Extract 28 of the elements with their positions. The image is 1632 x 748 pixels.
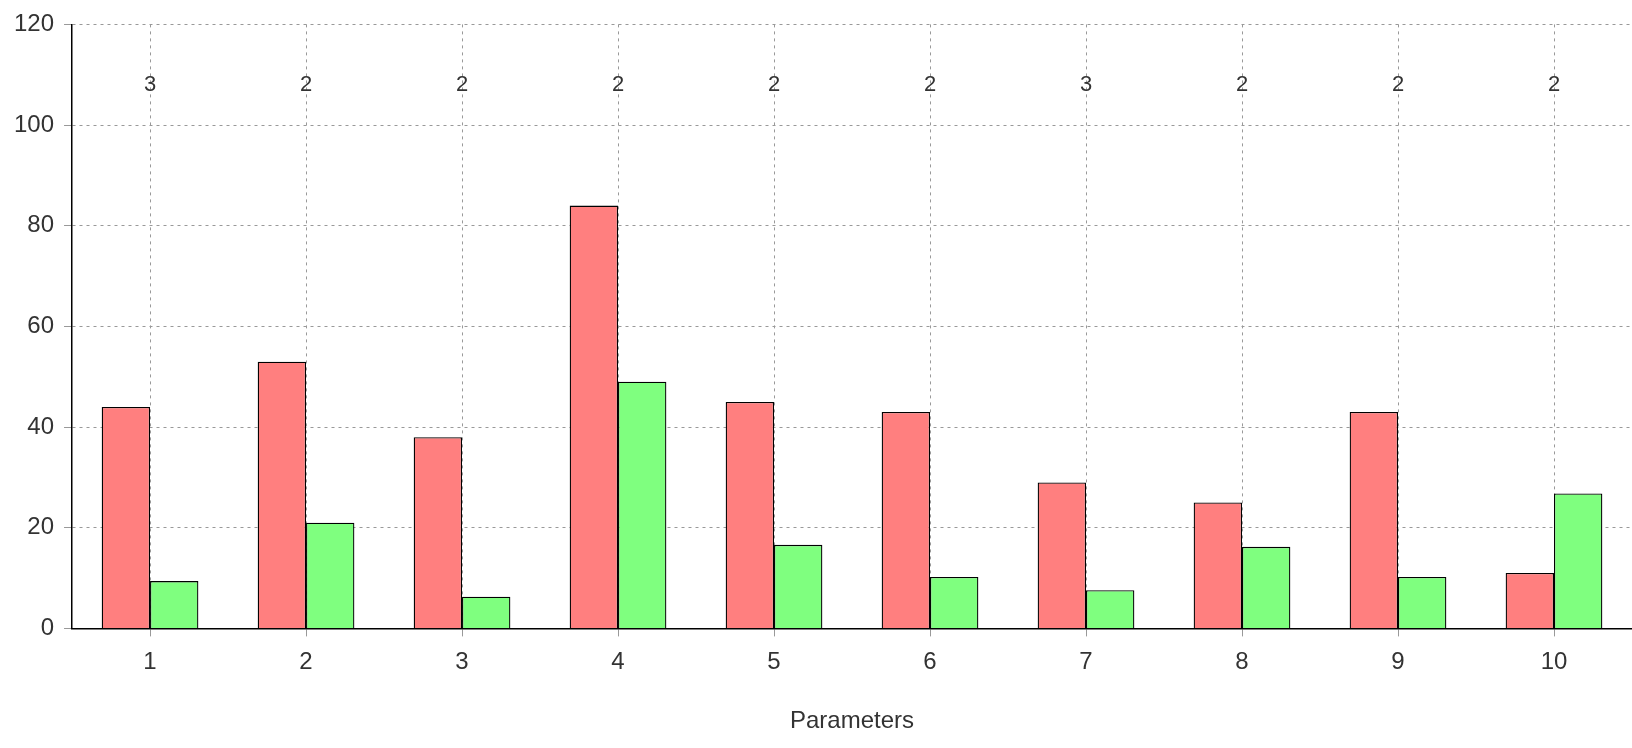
annotation: 2 [455, 70, 469, 96]
annotation: 2 [767, 70, 781, 96]
x-tick-label: 7 [1079, 647, 1093, 675]
x-tick-label: 6 [923, 647, 937, 675]
y-tick-label: 60 [27, 311, 55, 339]
annotation: 2 [923, 70, 937, 96]
y-tick-label: 20 [27, 512, 55, 540]
annotation: 3 [1079, 70, 1093, 96]
x-tick-label: 4 [611, 647, 625, 675]
annotation: 2 [299, 70, 313, 96]
x-tick-label: 1 [143, 647, 157, 675]
annotation: 3 [143, 70, 157, 96]
annotation: 2 [1235, 70, 1249, 96]
x-tick-label: 3 [455, 647, 469, 675]
y-tick-label: 120 [14, 9, 55, 37]
annotation: 2 [1547, 70, 1561, 96]
x-tick-label: 5 [767, 647, 781, 675]
y-tick-label: 80 [27, 210, 55, 238]
y-tick-label: 40 [27, 411, 55, 439]
annotation: 2 [1391, 70, 1405, 96]
annotation: 2 [611, 70, 625, 96]
x-tick-label: 9 [1391, 647, 1405, 675]
y-tick-label: 100 [14, 109, 55, 137]
x-tick-label: 2 [299, 647, 313, 675]
x-tick-label: 10 [1540, 647, 1568, 675]
x-tick-label: 8 [1235, 647, 1249, 675]
x-axis-title: Parameters [790, 706, 915, 734]
y-tick-label: 0 [40, 613, 55, 641]
